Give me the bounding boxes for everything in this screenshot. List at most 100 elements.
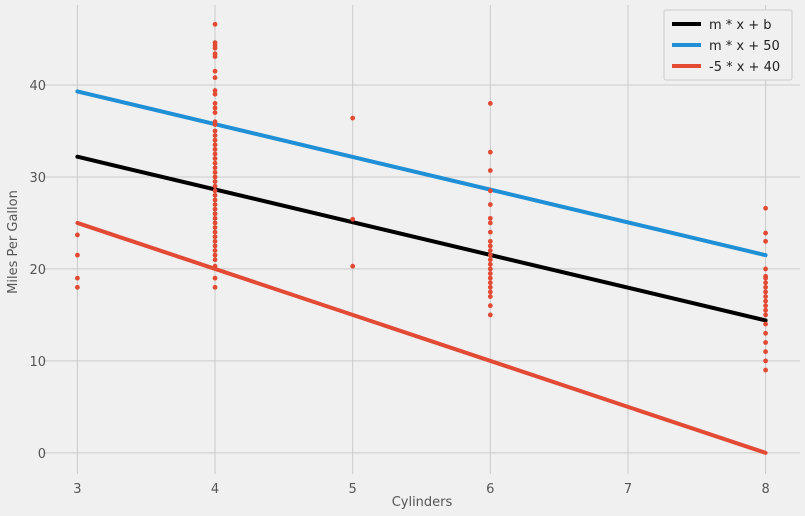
data-point (212, 151, 218, 157)
data-point (212, 263, 218, 269)
data-point (212, 156, 218, 161)
data-point (212, 225, 218, 230)
data-point (487, 266, 493, 272)
data-point (212, 91, 218, 97)
y-axis-label: Miles Per Gallon (6, 190, 21, 294)
data-point (763, 340, 768, 345)
data-point (212, 68, 218, 74)
data-point (212, 257, 218, 263)
x-tick-label: 4 (211, 482, 219, 497)
x-tick-label: 8 (761, 482, 769, 497)
data-point (350, 263, 356, 269)
series-line (75, 154, 768, 323)
data-point (487, 248, 493, 253)
data-point (350, 115, 356, 121)
data-point (487, 289, 493, 295)
tick-labels: 3 4 5 6 7 8 0 10 20 30 40 (29, 79, 769, 497)
data-point (212, 128, 218, 134)
data-point (212, 169, 218, 175)
data-point (487, 229, 493, 235)
legend: m * x + b m * x + 50 -5 * x + 40 (663, 9, 793, 81)
data-point (75, 275, 80, 281)
data-point (212, 220, 218, 226)
data-point (487, 149, 493, 155)
legend-label: -5 * x + 40 (709, 60, 780, 75)
data-point (763, 289, 768, 295)
series-line (75, 89, 768, 258)
x-tick-label: 5 (349, 482, 357, 497)
data-point (212, 183, 218, 189)
data-point (212, 137, 218, 143)
data-point (487, 294, 493, 299)
x-tick-label: 7 (624, 482, 632, 497)
data-point (487, 215, 493, 221)
data-point (487, 238, 493, 244)
data-point (487, 261, 493, 267)
data-point (487, 168, 493, 173)
data-points (75, 21, 768, 373)
data-point (212, 202, 218, 207)
y-tick-label: 40 (29, 79, 46, 94)
data-point (212, 275, 218, 281)
x-axis-label: Cylinders (392, 495, 453, 510)
data-point (212, 252, 218, 258)
data-point (212, 40, 218, 46)
data-point (212, 51, 218, 57)
data-point (212, 160, 218, 166)
y-tick-label: 20 (29, 263, 46, 278)
data-point (487, 257, 493, 263)
data-point (212, 119, 218, 125)
legend-box (663, 9, 793, 81)
data-point (763, 280, 768, 286)
legend-label: m * x + b (709, 18, 772, 33)
data-point (487, 188, 493, 194)
data-point (763, 358, 768, 364)
data-point (763, 367, 768, 373)
data-point (212, 243, 218, 249)
y-tick-label: 0 (38, 447, 46, 462)
data-point (212, 238, 218, 244)
data-point (487, 220, 493, 226)
data-point (763, 273, 768, 279)
data-point (212, 110, 218, 115)
data-point (763, 321, 768, 327)
data-point (212, 133, 218, 138)
data-point (212, 105, 218, 111)
data-point (212, 142, 218, 148)
series-line (75, 220, 768, 455)
data-point (763, 205, 768, 211)
data-point (212, 75, 218, 81)
data-point (75, 252, 80, 258)
data-point (212, 146, 218, 152)
data-point (212, 88, 218, 93)
data-point (487, 243, 493, 249)
data-point (487, 275, 493, 281)
y-tick-label: 10 (29, 355, 46, 370)
x-tick-label: 3 (73, 482, 81, 497)
data-point (212, 197, 218, 203)
data-point (763, 349, 768, 355)
data-point (487, 252, 493, 258)
data-point (763, 330, 768, 336)
data-point (212, 192, 218, 198)
data-point (212, 188, 218, 194)
data-point (212, 215, 218, 221)
data-point (75, 284, 80, 290)
legend-label: m * x + 50 (709, 39, 780, 54)
data-point (212, 234, 218, 240)
data-point (212, 206, 218, 212)
data-point (487, 202, 493, 207)
data-point (763, 307, 768, 313)
data-point (763, 230, 768, 236)
data-point (75, 232, 80, 238)
data-point (487, 303, 493, 309)
x-tick-label: 6 (486, 482, 494, 497)
data-point (487, 280, 493, 286)
grid (43, 5, 800, 474)
data-point (212, 21, 218, 27)
data-point (763, 266, 768, 272)
data-point (487, 312, 493, 318)
data-point (487, 284, 493, 290)
